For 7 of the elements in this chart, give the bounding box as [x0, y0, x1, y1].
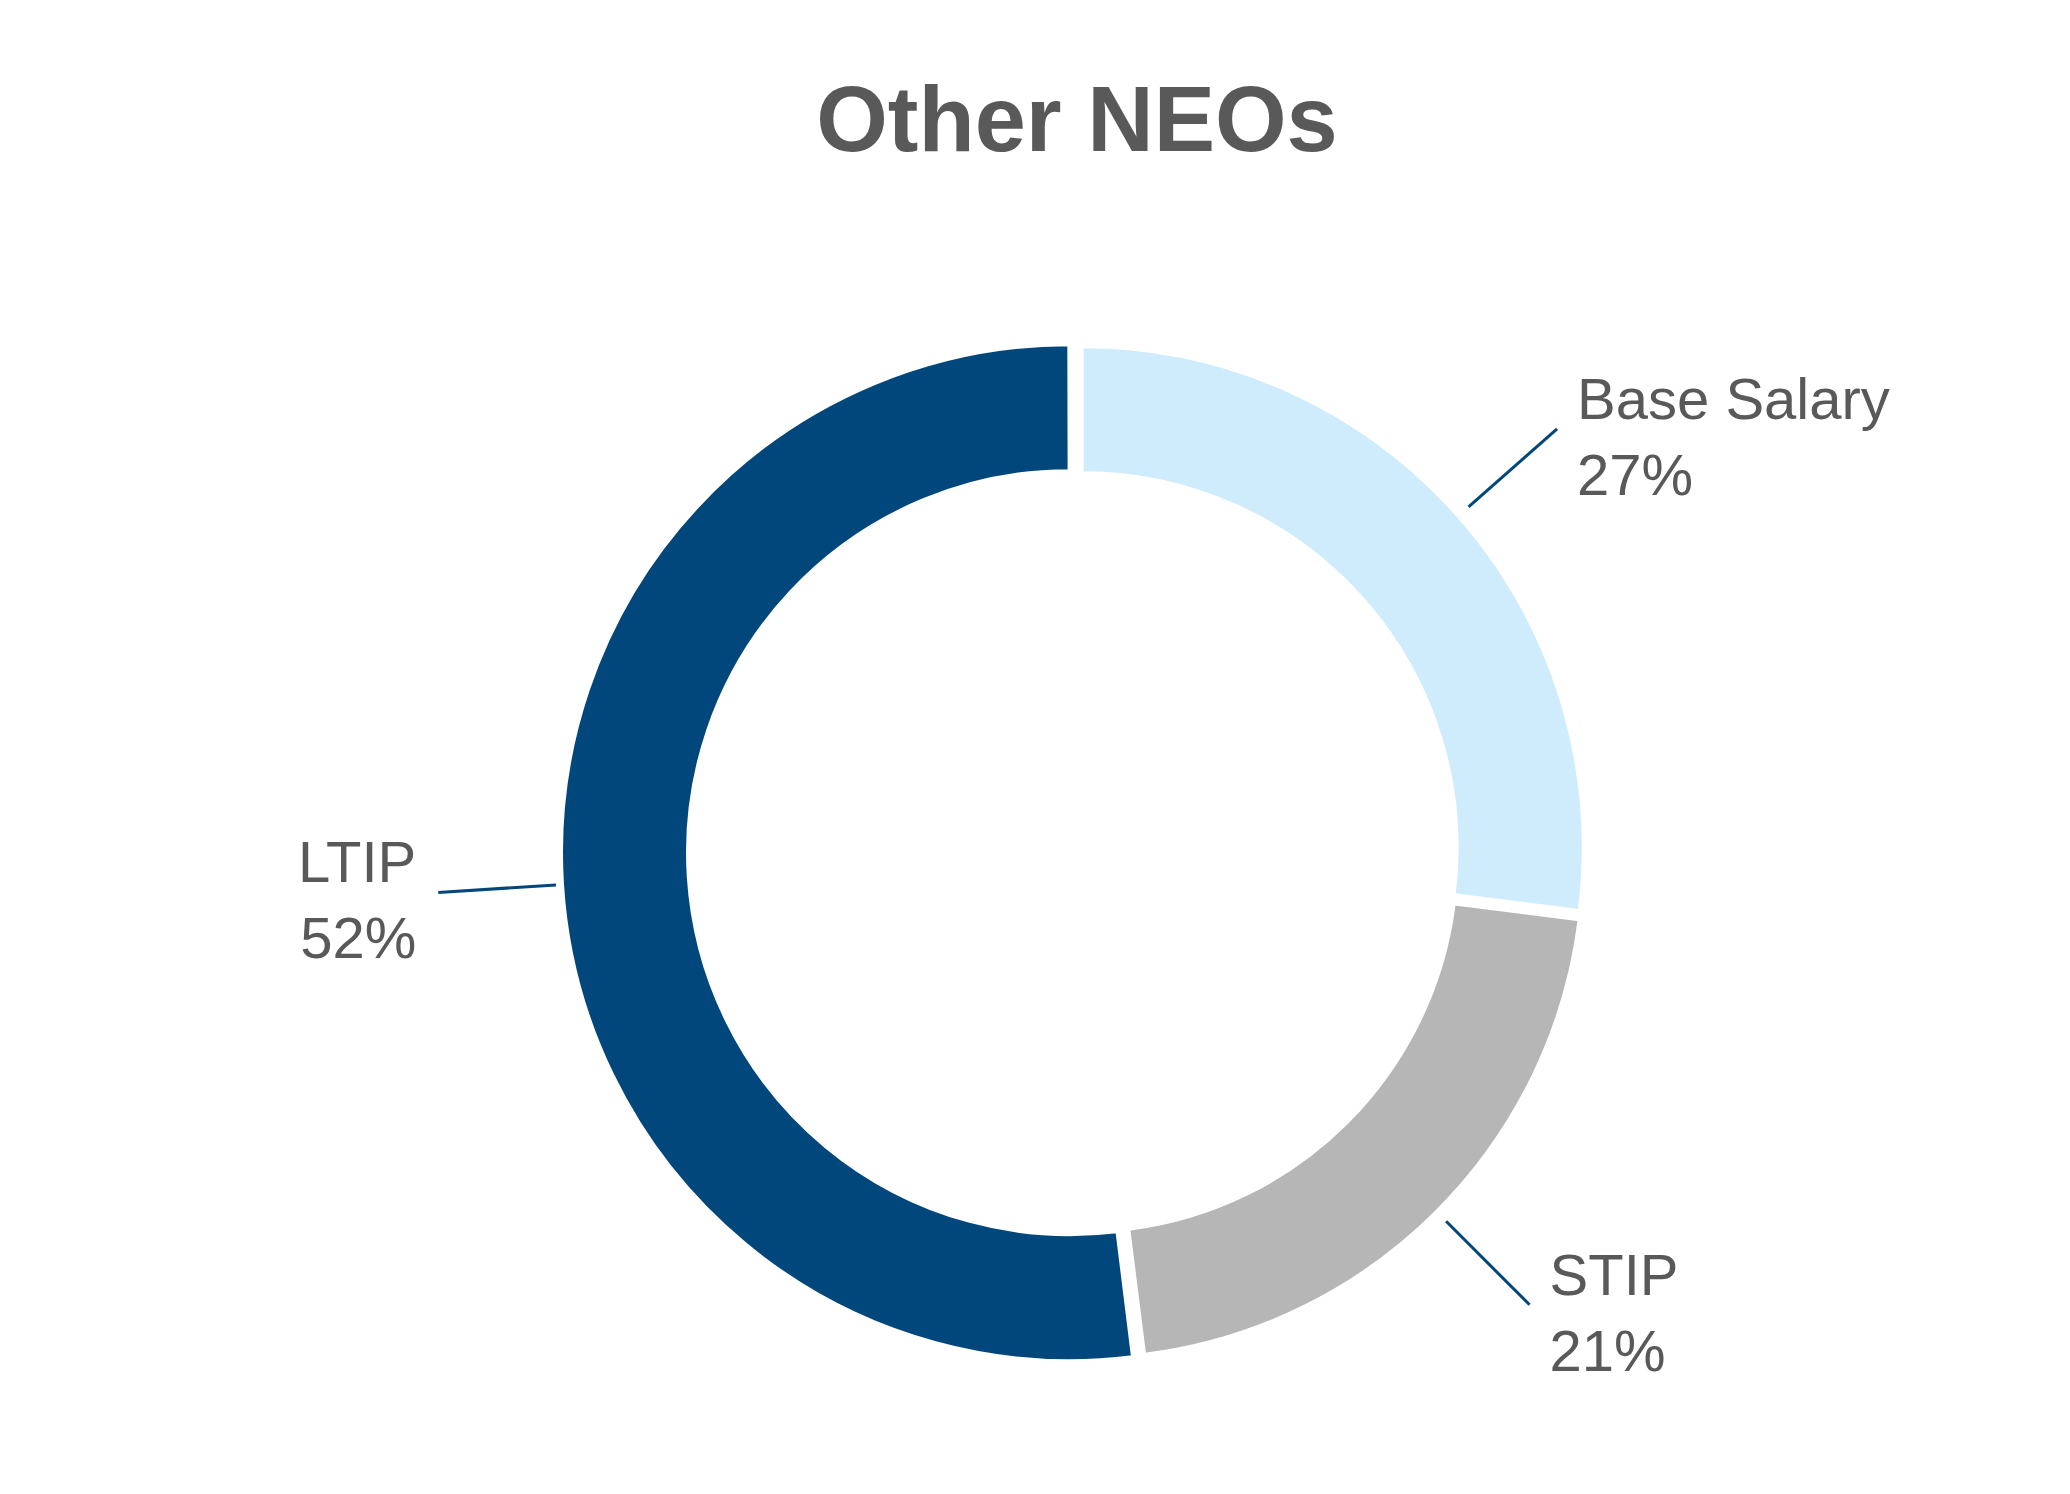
slice-label: Base Salary: [1577, 365, 1890, 431]
data-label: 21%: [1549, 1317, 1666, 1383]
data-label: 27%: [1577, 441, 1694, 507]
data-label: 52%: [300, 905, 417, 971]
slice-label: LTIP: [298, 829, 417, 895]
slice-label: STIP: [1549, 1241, 1679, 1307]
chart-title: Other NEOs: [816, 67, 1338, 170]
